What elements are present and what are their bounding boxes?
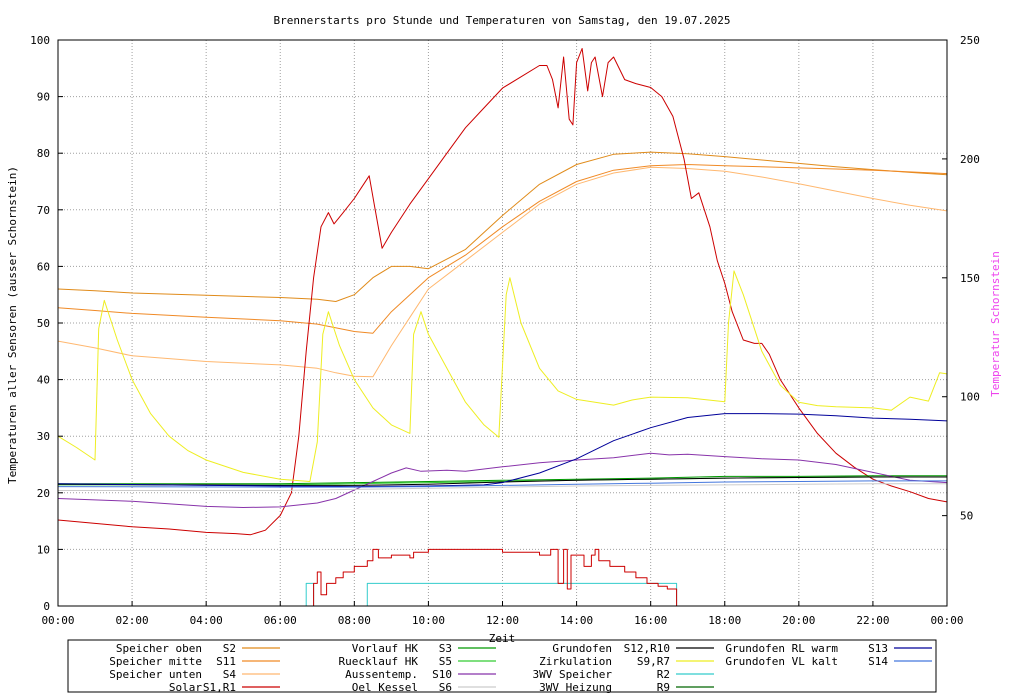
x-tick-label: 16:00 — [634, 614, 667, 627]
y2-tick-label: 100 — [960, 391, 980, 404]
legend-label: Speicher unten — [109, 668, 202, 681]
grid — [58, 40, 947, 606]
legend-label: Speicher oben — [116, 642, 202, 655]
series-line-speicher-unten — [57, 166, 948, 378]
legend-code: S6 — [439, 681, 452, 694]
y-tick-label: 40 — [37, 374, 50, 387]
series-line-speicher-mitte — [57, 164, 948, 334]
y2-tick-label: 150 — [960, 272, 980, 285]
x-tick-label: 08:00 — [338, 614, 371, 627]
legend-label: 3WV Heizung — [539, 681, 612, 694]
y-tick-label: 0 — [43, 600, 50, 613]
series-line-zirkulation — [57, 270, 948, 482]
series-line-speicher-oben — [57, 151, 948, 302]
series-line-solar — [57, 48, 948, 536]
y-tick-label: 80 — [37, 147, 50, 160]
legend-code: S3 — [439, 642, 452, 655]
legend-label: Speicher mitte — [109, 655, 202, 668]
y2-axis-label: Temperatur Schornstein — [989, 251, 1002, 397]
legend-code: S4 — [223, 668, 237, 681]
y-axis-label: Temperaturen aller Sensoren (ausser Scho… — [6, 166, 19, 484]
series-line-vorlauf-hk — [58, 475, 947, 485]
legend-label: Vorlauf HK — [352, 642, 419, 655]
x-tick-label: 14:00 — [560, 614, 593, 627]
y-tick-label: 30 — [37, 430, 50, 443]
series-line-aussentemp- — [57, 452, 948, 508]
legend-label: Solar — [169, 681, 202, 694]
y2-tick-label: 250 — [960, 34, 980, 47]
chart-title: Brennerstarts pro Stunde und Temperature… — [274, 14, 731, 27]
x-tick-label: 02:00 — [116, 614, 149, 627]
legend-code: S13 — [868, 642, 888, 655]
legend-label: Ruecklauf HK — [339, 655, 419, 668]
legend-code: S10 — [432, 668, 452, 681]
y-tick-label: 90 — [37, 91, 50, 104]
series-line-grundofen-vl-kalt — [57, 480, 947, 488]
legend-label: Grundofen VL kalt — [725, 655, 838, 668]
y-tick-label: 20 — [37, 487, 50, 500]
x-tick-label: 06:00 — [264, 614, 297, 627]
legend-code: S9,R7 — [637, 655, 670, 668]
axes: 00:00 02:00 04:00 06:00 08:00 10:00 12:00 14:00… — [30, 34, 980, 627]
x-tick-label: 04:00 — [190, 614, 223, 627]
legend: Speicher oben S2 Speicher mitte S11 Speicher… — [67, 639, 937, 694]
legend-code: S12,R10 — [624, 642, 670, 655]
series-line-grundofen — [57, 476, 947, 486]
y2-tick-label: 200 — [960, 153, 980, 166]
x-tick-label: 10:00 — [412, 614, 445, 627]
x-tick-label: 20:00 — [782, 614, 815, 627]
legend-box — [67, 639, 937, 693]
y-tick-label: 70 — [37, 204, 50, 217]
x-tick-label: 00:00 — [41, 614, 74, 627]
series-line-oel-kessel — [58, 483, 947, 491]
legend-code: S14 — [868, 655, 888, 668]
x-tick-label: 12:00 — [486, 614, 519, 627]
plot-area — [57, 48, 948, 607]
x-tick-label: 00:00 — [930, 614, 963, 627]
legend-label: Grundofen RL warm — [725, 642, 838, 655]
y2-tick-label: 50 — [960, 510, 973, 523]
legend-label: Grundofen — [552, 642, 612, 655]
legend-code: S11 — [216, 655, 236, 668]
y-tick-label: 100 — [30, 34, 50, 47]
y-tick-label: 60 — [37, 260, 50, 273]
legend-code: S2 — [223, 642, 236, 655]
legend-label: Oel Kessel — [352, 681, 418, 694]
series-line-brennerstarts — [313, 548, 678, 606]
legend-label: Aussentemp. — [345, 668, 418, 681]
legend-code: R9 — [657, 681, 670, 694]
x-axis-label: Zeit — [489, 632, 516, 645]
legend-code: S5 — [439, 655, 452, 668]
legend-code: S1,R1 — [203, 681, 236, 694]
y-tick-label: 10 — [37, 543, 50, 556]
x-tick-label: 22:00 — [856, 614, 889, 627]
y-tick-label: 50 — [37, 317, 50, 330]
legend-code: R2 — [657, 668, 670, 681]
x-tick-label: 18:00 — [708, 614, 741, 627]
legend-label: Zirkulation — [539, 655, 612, 668]
legend-label: 3WV Speicher — [533, 668, 613, 681]
